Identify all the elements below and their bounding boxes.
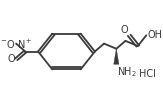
Text: N$^+$: N$^+$ [17,38,33,51]
Text: HCl: HCl [139,69,156,79]
Text: OH: OH [147,30,162,40]
Text: NH$_2$: NH$_2$ [117,65,137,78]
Polygon shape [114,49,119,64]
Text: O: O [8,54,15,64]
Text: O: O [121,25,129,35]
Text: $^{-}$O: $^{-}$O [0,38,15,50]
